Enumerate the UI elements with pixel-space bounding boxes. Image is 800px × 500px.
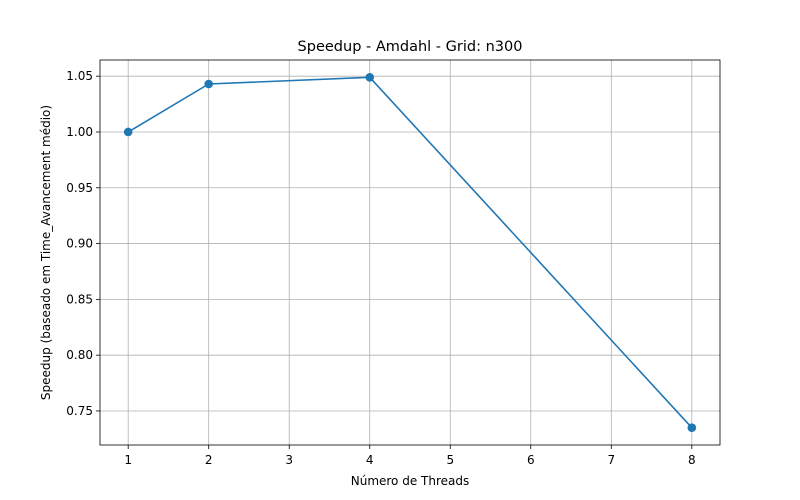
x-tick-label: 4 — [366, 453, 374, 467]
grid — [100, 60, 720, 445]
y-tick-label: 0.90 — [66, 237, 93, 251]
data-point — [687, 423, 697, 433]
x-tick-label: 8 — [688, 453, 696, 467]
y-tick-label: 1.00 — [66, 125, 93, 139]
series — [123, 72, 697, 433]
x-axis-label: Número de Threads — [351, 474, 470, 488]
x-tick-label: 5 — [446, 453, 454, 467]
x-tick-label: 3 — [285, 453, 293, 467]
x-tick-label: 1 — [124, 453, 132, 467]
y-tick-label: 0.85 — [66, 292, 93, 306]
data-point — [365, 72, 375, 82]
x-tick-label: 7 — [607, 453, 615, 467]
x-tick-label: 6 — [527, 453, 535, 467]
y-tick-label: 1.05 — [66, 69, 93, 83]
y-tick-label: 0.80 — [66, 348, 93, 362]
y-axis-label: Speedup (baseado em Time_Avancement médi… — [39, 105, 53, 400]
chart-title: Speedup - Amdahl - Grid: n300 — [298, 39, 523, 55]
data-point — [123, 127, 133, 137]
ticks: 1 2 3 4 5 6 7 8 0.75 0.80 0.85 0.90 0.95 1.00 1.05 — [66, 69, 695, 467]
data-point — [204, 79, 214, 89]
x-tick-label: 2 — [205, 453, 213, 467]
y-tick-label: 0.75 — [66, 404, 93, 418]
series-line — [127, 76, 693, 429]
y-tick-label: 0.95 — [66, 181, 93, 195]
plot-frame — [99, 59, 721, 446]
